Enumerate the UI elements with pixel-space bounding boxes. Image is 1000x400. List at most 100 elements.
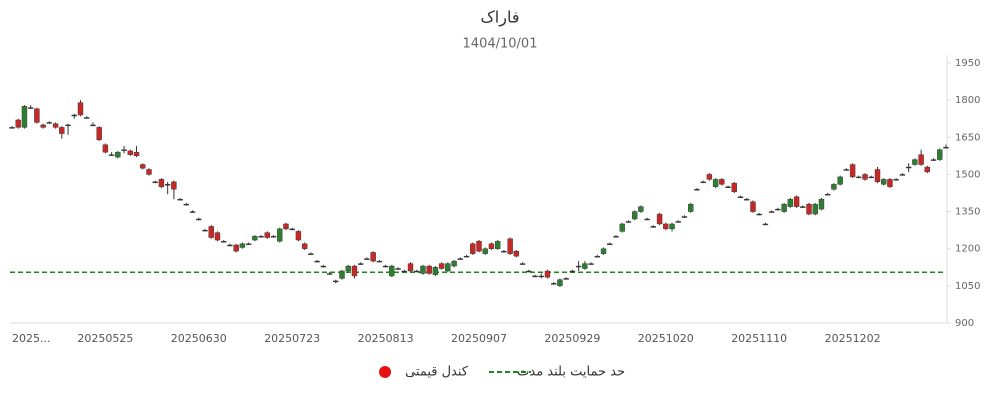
candle-body bbox=[77, 102, 84, 116]
candle-body bbox=[21, 106, 28, 128]
x-tick-label: 20251202 bbox=[825, 332, 881, 345]
candle-body bbox=[52, 123, 59, 128]
candle-body bbox=[526, 270, 532, 273]
candle-body bbox=[208, 226, 214, 238]
y-tick-label: 900 bbox=[955, 318, 974, 329]
candle-body bbox=[146, 169, 152, 175]
candle-body bbox=[625, 221, 632, 223]
candle-body bbox=[656, 213, 663, 225]
candle-body bbox=[768, 211, 775, 213]
candle-body bbox=[270, 236, 277, 238]
candle-body bbox=[806, 203, 812, 215]
candle-body bbox=[594, 255, 601, 258]
candle-body bbox=[283, 223, 289, 230]
candle-body bbox=[196, 218, 202, 221]
candle-body bbox=[432, 267, 439, 275]
candle-body bbox=[650, 226, 657, 228]
candle-body bbox=[843, 169, 850, 171]
candle-body bbox=[102, 144, 109, 153]
x-tick-label: 20250907 bbox=[451, 332, 507, 345]
candle-body bbox=[189, 211, 196, 213]
candle-body bbox=[295, 231, 302, 241]
candle-body bbox=[108, 154, 115, 156]
candle-body bbox=[924, 166, 931, 173]
candle-body bbox=[812, 203, 818, 215]
candle-body bbox=[712, 179, 719, 188]
candle-body bbox=[588, 263, 594, 265]
candle-body bbox=[133, 151, 140, 157]
candle-body bbox=[426, 265, 432, 274]
candle-body bbox=[264, 232, 270, 238]
candle-body bbox=[818, 198, 825, 210]
candle-body bbox=[339, 270, 345, 279]
candle-body bbox=[644, 218, 650, 221]
candle-body bbox=[905, 166, 912, 169]
candle-body bbox=[301, 243, 308, 249]
candle-body bbox=[376, 260, 383, 263]
candle-body bbox=[600, 248, 607, 254]
candle-body bbox=[619, 223, 625, 232]
y-tick-label: 1500 bbox=[955, 169, 980, 180]
candle-body bbox=[918, 154, 924, 165]
x-tick-label: 20250813 bbox=[358, 332, 414, 345]
candle-body bbox=[9, 127, 15, 129]
candle-body bbox=[414, 270, 420, 273]
candle-body bbox=[706, 174, 713, 180]
candle-body bbox=[631, 211, 638, 220]
candle-body bbox=[862, 174, 868, 180]
candle-body bbox=[725, 186, 731, 189]
candle-body bbox=[333, 280, 339, 283]
candle-body bbox=[84, 117, 90, 119]
y-tick-label: 1650 bbox=[955, 132, 980, 143]
candle-body bbox=[824, 194, 831, 196]
candle-body bbox=[688, 203, 694, 212]
candle-body bbox=[463, 255, 470, 258]
candle-body bbox=[164, 184, 171, 186]
candle-body bbox=[314, 260, 320, 263]
candle-body bbox=[519, 263, 526, 265]
candle-body bbox=[881, 179, 887, 185]
candle-body bbox=[912, 159, 918, 165]
candle-body bbox=[501, 250, 507, 253]
candle-body bbox=[793, 196, 800, 207]
candle-body bbox=[445, 263, 451, 272]
candle-body bbox=[557, 279, 563, 287]
candle-body bbox=[937, 149, 943, 160]
candle-body bbox=[140, 164, 146, 169]
candle-body bbox=[15, 119, 21, 128]
candle-body bbox=[407, 263, 414, 272]
candle-body bbox=[40, 124, 46, 128]
candle-body bbox=[638, 206, 644, 212]
candle-body bbox=[227, 244, 233, 247]
candle-body bbox=[420, 265, 426, 274]
candle-body bbox=[202, 229, 208, 232]
candle-body bbox=[719, 179, 725, 185]
candle-body bbox=[663, 223, 669, 230]
candle-body bbox=[762, 223, 769, 226]
candle-body bbox=[856, 176, 862, 179]
candle-body bbox=[221, 241, 227, 243]
y-tick-label: 1200 bbox=[955, 244, 980, 255]
candle-body bbox=[457, 258, 464, 260]
x-tick-label: 2025... bbox=[12, 332, 50, 345]
candle-body bbox=[401, 270, 407, 273]
y-tick-label: 1350 bbox=[955, 207, 980, 218]
candle-body bbox=[183, 203, 190, 206]
candle-body bbox=[65, 124, 71, 127]
candle-body bbox=[800, 206, 806, 208]
candle-body bbox=[158, 179, 165, 188]
candle-body bbox=[438, 263, 445, 269]
candle-body bbox=[582, 263, 588, 269]
candle-body bbox=[544, 270, 551, 278]
candle-body bbox=[694, 189, 700, 191]
legend-candle-swatch bbox=[379, 366, 391, 378]
candle-body bbox=[494, 241, 501, 249]
candle-body bbox=[27, 107, 34, 109]
candle-body bbox=[470, 243, 476, 254]
candle-body bbox=[563, 278, 569, 280]
candle-body bbox=[507, 238, 513, 254]
x-tick-label: 20251110 bbox=[731, 332, 787, 345]
candle-body bbox=[613, 236, 619, 238]
candle-body bbox=[930, 159, 937, 161]
